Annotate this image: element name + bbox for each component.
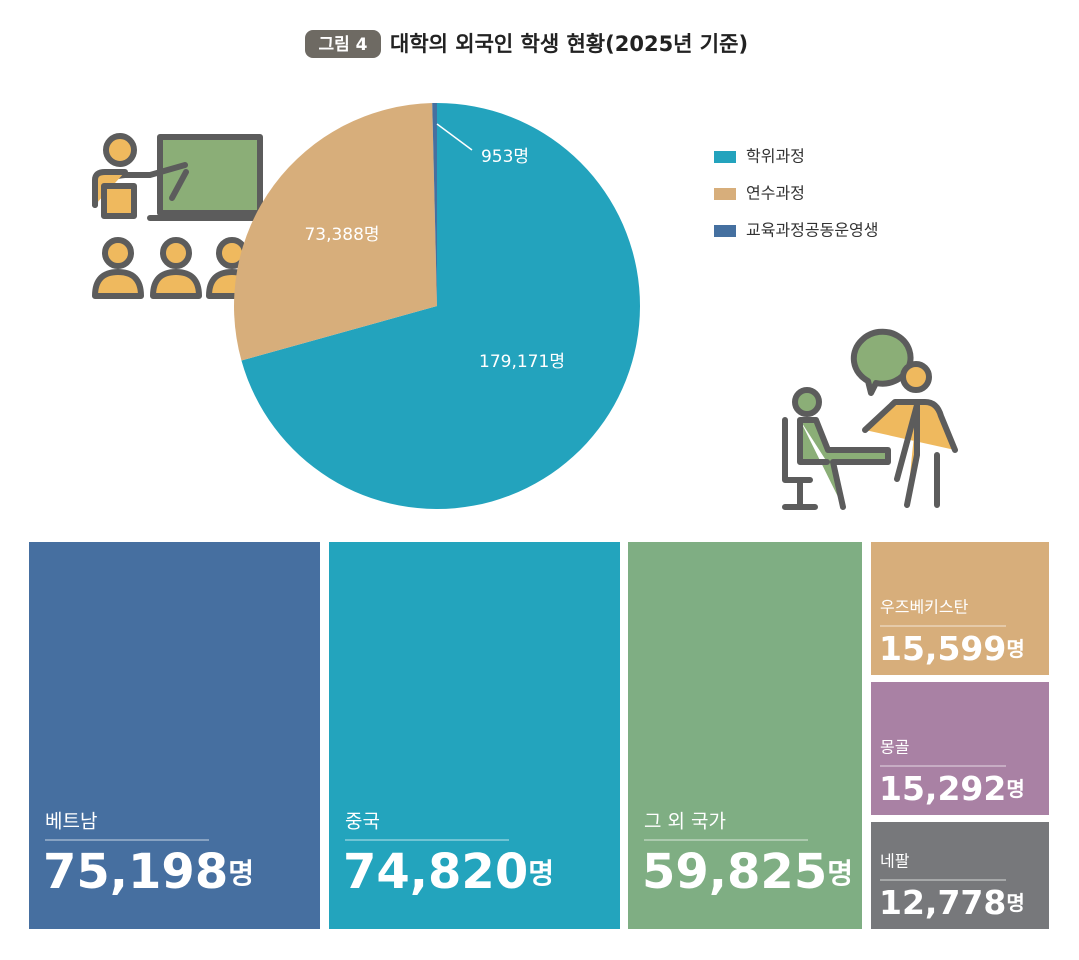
treemap-cell [871,682,1049,815]
treemap-cell [871,542,1049,675]
cell-name: 우즈베키스탄 [880,598,969,617]
cell-value: 75,198명 [43,844,254,900]
teacher-icon [92,133,265,299]
legend-label: 연수과정 [746,184,805,203]
treemap-cell [628,542,862,929]
legend-label: 교육과정공동운영생 [746,221,878,240]
legend-swatch [714,188,736,200]
pie-slice [432,103,437,306]
pie-value-label: 73,388명 [304,225,379,245]
treemap-cell [871,822,1049,929]
consult-icon [782,328,958,510]
treemap-cell [29,542,320,929]
leader-line [436,123,473,151]
legend-swatch [714,151,736,163]
treemap-chart: 베트남 75,198명 중국 74,820명 그 외 국가 59,825명 우즈베키스탄 15… [29,542,1049,929]
cell-value: 15,292명 [879,769,1025,808]
cell-value: 74,820명 [343,844,554,900]
figure-badge [305,30,381,58]
pie-value-label: 179,171명 [479,352,565,372]
cell-value: 12,778명 [879,883,1025,922]
cell-name: 베트남 [45,811,97,833]
cell-name: 몽골 [880,738,909,757]
legend-swatch [714,225,736,237]
cell-value: 15,599명 [879,629,1025,668]
chart-title: 대학의 외국인 학생 현황(2025년 기준) [390,32,748,56]
cell-value: 59,825명 [642,844,853,900]
legend-label: 학위과정 [746,147,805,166]
pie-value-label: 953명 [481,147,529,167]
cell-name: 그 외 국가 [644,811,726,833]
pie-slice [241,103,640,509]
pie-slice [234,103,437,361]
cell-name: 네팔 [880,852,910,871]
cell-name: 중국 [345,811,380,833]
treemap-cell [329,542,620,929]
figure-label: 그림 4 [318,35,367,55]
